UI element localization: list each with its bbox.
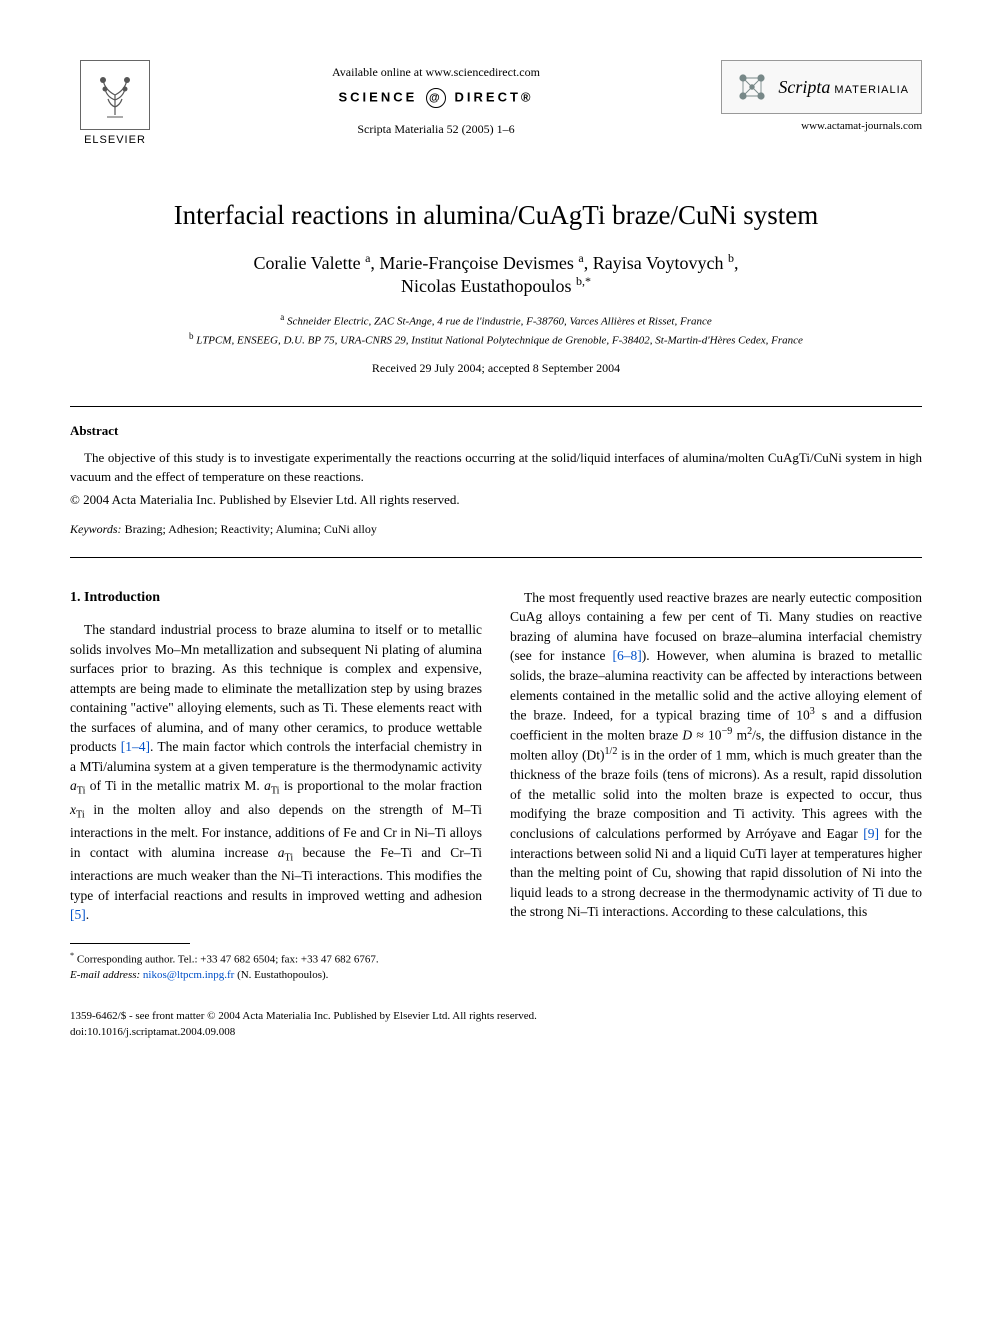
affiliation-b: LTPCM, ENSEEG, D.U. BP 75, URA-CNRS 29, … — [196, 335, 803, 347]
section-1-heading: 1. Introduction — [70, 588, 482, 608]
scripta-lattice-icon — [734, 69, 770, 105]
email-label: E-mail address: — [70, 969, 140, 981]
keywords: Keywords: Brazing; Adhesion; Reactivity;… — [70, 522, 922, 537]
affiliation-a: Schneider Electric, ZAC St-Ange, 4 rue d… — [287, 316, 712, 328]
corr-text: Corresponding author. Tel.: +33 47 682 6… — [77, 953, 379, 965]
scripta-logo-block: Scripta MATERIALIA www.actamat-journals.… — [712, 60, 922, 132]
footnotes: * Corresponding author. Tel.: +33 47 682… — [70, 950, 922, 983]
sd-left: SCIENCE — [338, 89, 417, 104]
keywords-label: Keywords: — [70, 522, 122, 536]
scripta-sub: MATERIALIA — [834, 84, 909, 96]
rule-below-keywords — [70, 557, 922, 558]
keywords-text: Brazing; Adhesion; Reactivity; Alumina; … — [125, 522, 377, 536]
available-online-text: Available online at www.sciencedirect.co… — [160, 65, 712, 80]
corresponding-author: * Corresponding author. Tel.: +33 47 682… — [70, 950, 922, 968]
abstract-heading: Abstract — [70, 423, 922, 439]
two-column-body: 1. Introduction The standard industrial … — [70, 588, 922, 925]
sd-right: DIRECT® — [455, 89, 534, 104]
article-dates: Received 29 July 2004; accepted 8 Septem… — [70, 361, 922, 376]
body-para-1: The standard industrial process to braze… — [70, 620, 482, 925]
email-line: E-mail address: nikos@ltpcm.inpg.fr (N. … — [70, 968, 922, 983]
authors: Coralie Valette a, Marie-Françoise Devis… — [70, 251, 922, 297]
page-footer: 1359-6462/$ - see front matter © 2004 Ac… — [70, 1009, 922, 1040]
header-row: ELSEVIER Available online at www.science… — [70, 60, 922, 160]
elsevier-label: ELSEVIER — [84, 134, 146, 146]
cite-6-8[interactable]: [6–8] — [612, 648, 641, 663]
journal-reference: Scripta Materialia 52 (2005) 1–6 — [160, 122, 712, 137]
affiliations: a Schneider Electric, ZAC St-Ange, 4 rue… — [70, 311, 922, 349]
rule-above-abstract — [70, 406, 922, 407]
journal-url: www.actamat-journals.com — [712, 120, 922, 132]
body-section: 1. Introduction The standard industrial … — [70, 588, 922, 984]
elsevier-logo: ELSEVIER — [70, 60, 160, 160]
cite-9[interactable]: [9] — [863, 826, 879, 841]
abstract-text: The objective of this study is to invest… — [70, 449, 922, 485]
footer-line-2: doi:10.1016/j.scriptamat.2004.09.008 — [70, 1025, 922, 1040]
elsevier-tree-icon — [80, 60, 150, 130]
email-address[interactable]: nikos@ltpcm.inpg.fr — [143, 969, 234, 981]
scripta-box: Scripta MATERIALIA — [721, 60, 922, 114]
footer-line-1: 1359-6462/$ - see front matter © 2004 Ac… — [70, 1009, 922, 1024]
sd-at-icon: @ — [426, 88, 446, 108]
footnote-rule — [70, 943, 190, 944]
scripta-name: Scripta — [778, 77, 830, 97]
body-para-2: The most frequently used reactive brazes… — [510, 588, 922, 922]
abstract-copyright: © 2004 Acta Materialia Inc. Published by… — [70, 492, 922, 508]
center-header: Available online at www.sciencedirect.co… — [160, 60, 712, 137]
science-direct-logo: SCIENCE @ DIRECT® — [160, 88, 712, 108]
cite-5[interactable]: [5] — [70, 907, 86, 922]
article-title: Interfacial reactions in alumina/CuAgTi … — [70, 200, 922, 231]
cite-1-4[interactable]: [1–4] — [121, 739, 150, 754]
email-name: (N. Eustathopoulos). — [237, 969, 328, 981]
